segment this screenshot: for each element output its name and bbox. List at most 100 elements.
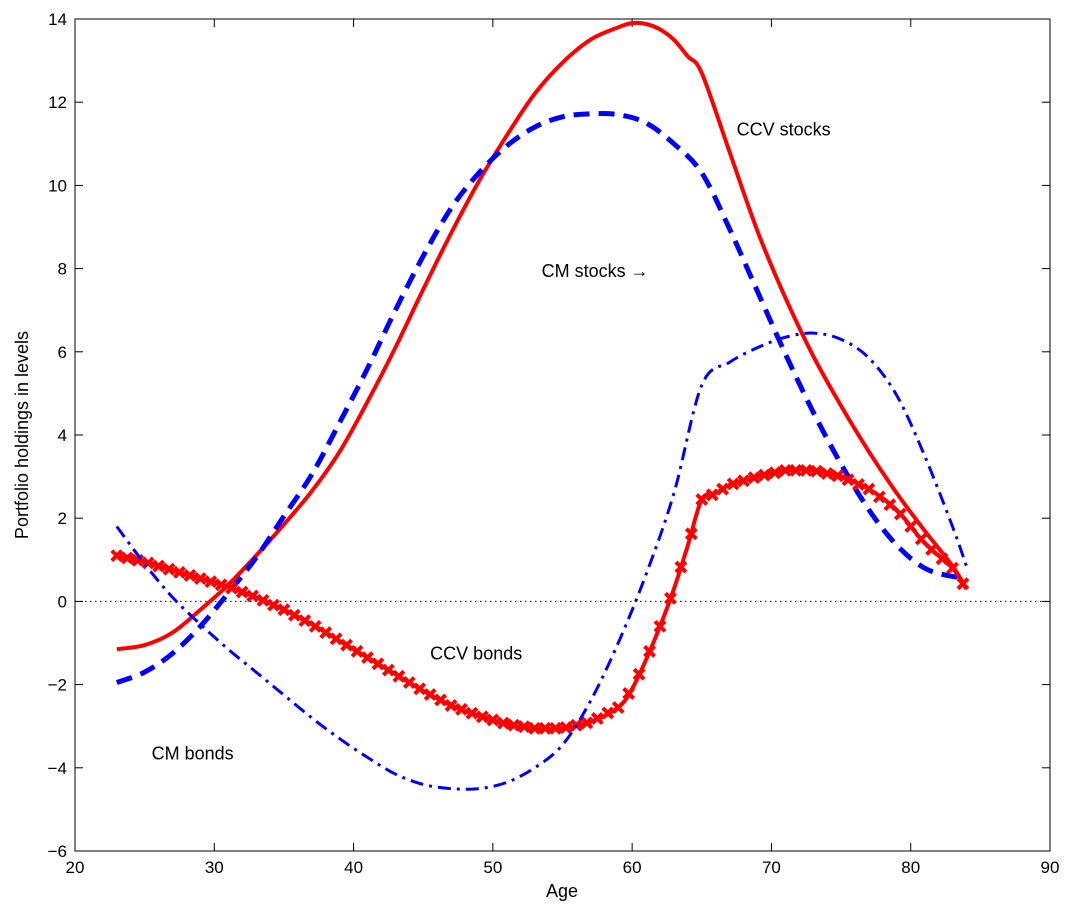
data-point-marker [883, 498, 897, 512]
series-line-ccv-stocks [116, 20, 969, 652]
data-point-marker [246, 589, 260, 603]
data-point-marker [956, 577, 970, 591]
data-point-marker [768, 466, 782, 480]
y-tick-label: 2 [58, 509, 67, 528]
data-point-marker [862, 482, 876, 496]
data-point-marker [110, 549, 124, 563]
data-point-marker [601, 706, 615, 720]
data-point-marker [507, 718, 521, 732]
y-tick-label: 12 [48, 93, 67, 112]
data-point-marker [664, 591, 677, 605]
data-point-marker [841, 473, 855, 487]
data-point-marker [643, 644, 656, 658]
data-point-marker [308, 619, 322, 633]
series-layer [75, 20, 1050, 791]
data-point-marker [173, 565, 186, 579]
annotation-label: CM bonds [152, 743, 234, 763]
data-point-marker [674, 560, 688, 574]
data-point-marker [549, 721, 562, 735]
data-point-marker [580, 716, 594, 730]
data-point-marker [455, 702, 468, 716]
data-point-marker [256, 593, 270, 607]
data-point-marker [799, 463, 813, 477]
data-point-marker [120, 551, 134, 565]
data-point-marker [475, 710, 489, 724]
x-tick-label: 40 [344, 858, 363, 877]
y-tick-label: 0 [58, 592, 67, 611]
annotation-label: CCV bonds [430, 644, 522, 664]
data-point-marker [684, 527, 698, 541]
data-point-marker [287, 608, 301, 622]
data-point-marker [538, 721, 552, 735]
annotation-label: CM stocks → [542, 261, 649, 281]
x-tick-label: 80 [901, 858, 920, 877]
data-point-marker [517, 720, 531, 734]
data-point-marker [183, 568, 197, 582]
y-tick-label: 10 [48, 176, 67, 195]
data-point-marker [695, 493, 709, 506]
x-tick-label: 60 [623, 858, 642, 877]
data-point-marker [872, 490, 886, 504]
data-point-marker [486, 713, 500, 727]
data-point-marker [914, 532, 928, 546]
data-point-marker [496, 716, 510, 730]
data-point-marker [162, 562, 176, 576]
data-point-marker [559, 721, 573, 734]
annotation-layer: CCV stocks CM stocks → CCV bonds CM bonds [152, 119, 831, 763]
data-point-marker [152, 559, 165, 573]
data-point-marker [528, 721, 542, 735]
data-point-marker [444, 698, 458, 712]
data-point-marker [267, 598, 280, 612]
data-point-marker [340, 638, 354, 652]
data-point-marker [758, 468, 771, 482]
data-point-marker [925, 542, 939, 556]
data-point-marker [319, 626, 333, 640]
data-point-marker [789, 463, 803, 477]
data-point-marker [193, 572, 207, 585]
data-point-marker [277, 603, 291, 617]
y-axis-label: Portfolio holdings in levels [12, 331, 32, 539]
data-point-marker [225, 581, 239, 595]
data-point-marker [852, 477, 865, 491]
data-point-marker [371, 657, 385, 671]
data-point-marker [350, 644, 364, 658]
data-point-marker [935, 552, 949, 566]
data-point-marker [361, 651, 374, 664]
data-point-marker [214, 578, 228, 592]
data-point-marker [747, 471, 761, 485]
data-point-marker [434, 693, 448, 707]
data-point-marker [737, 474, 750, 488]
series-markers-ccv-bonds [110, 463, 970, 735]
data-point-marker [381, 663, 395, 677]
x-tick-label: 70 [762, 858, 781, 877]
axis-ticks: 20 30 40 50 60 70 80 90 −6 −4 −2 0 2 4 6 8 10 12 14 [48, 10, 1060, 877]
data-point-marker [632, 667, 646, 681]
data-point-marker [726, 477, 740, 491]
data-point-marker [622, 687, 636, 700]
y-tick-label: −6 [48, 842, 67, 861]
x-tick-label: 30 [205, 858, 224, 877]
data-point-marker [298, 614, 312, 628]
data-point-marker [810, 464, 824, 478]
series-line-cm-stocks [115, 111, 967, 685]
data-point-marker [423, 688, 437, 701]
series-line-cm-bonds [115, 331, 968, 791]
y-tick-label: 4 [58, 426, 67, 445]
data-point-marker [392, 669, 406, 683]
x-tick-label: 20 [66, 858, 85, 877]
data-point-marker [904, 520, 918, 533]
data-point-marker [778, 463, 792, 477]
annotation-label: CCV stocks [737, 119, 831, 139]
data-point-marker [820, 467, 834, 480]
y-tick-label: 8 [58, 260, 67, 279]
data-point-marker [413, 682, 427, 696]
data-point-marker [893, 507, 907, 521]
data-point-marker [329, 632, 343, 646]
data-point-marker [831, 469, 845, 483]
data-point-marker [204, 575, 218, 589]
y-tick-label: 6 [58, 343, 67, 362]
data-point-marker [946, 561, 959, 575]
data-point-marker [716, 482, 730, 496]
y-tick-label: 14 [48, 10, 67, 29]
